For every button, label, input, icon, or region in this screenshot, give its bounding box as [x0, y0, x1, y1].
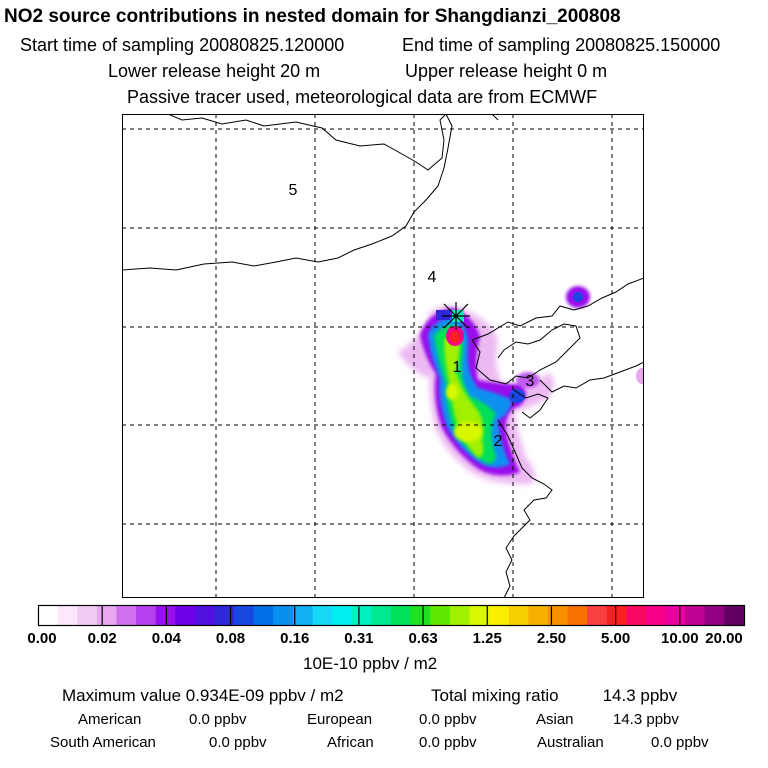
colorbar-segment [528, 605, 549, 626]
colorbar-segment [410, 605, 431, 626]
colorbar-segment [508, 605, 529, 626]
region-name-australian: Australian [537, 734, 604, 751]
colorbar-segment [57, 605, 78, 626]
colorbar-segment [351, 605, 372, 626]
colorbar-segment [685, 605, 706, 626]
colorbar-segment [312, 605, 333, 626]
colorbar-units: 10E-10 ppbv / m2 [303, 654, 438, 673]
colorbar-segment [371, 605, 392, 626]
colorbar-segment [724, 605, 745, 626]
colorbar-segment [626, 605, 647, 626]
colorbar-segment [332, 605, 353, 626]
colorbar-segment [587, 605, 608, 626]
region-name-african: African [327, 734, 374, 751]
coastline [122, 114, 644, 598]
colorbar-segment [606, 605, 627, 626]
region-name-american: American [78, 711, 142, 728]
colorbar-segment [391, 605, 412, 626]
colorbar-tick-label: 0.63 [408, 630, 438, 647]
lower-release-height: Lower release height 20 m [108, 61, 321, 81]
region-value-african: 0.0 ppbv [419, 734, 477, 751]
concentration-plume [398, 286, 644, 485]
colorbar-segment [469, 605, 490, 626]
colorbar-tick-label: 2.50 [536, 630, 567, 647]
colorbar-segment [136, 605, 157, 626]
colorbar-segment [704, 605, 725, 626]
colorbar-tick-label: 20.00 [705, 630, 743, 647]
colorbar-segment [430, 605, 451, 626]
colorbar-segment [77, 605, 98, 626]
colorbar-segment [38, 605, 59, 626]
colorbar-segment [253, 605, 274, 626]
maximum-value: Maximum value 0.934E-09 ppbv / m2 [62, 686, 344, 705]
tracer-note: Passive tracer used, meteorological data… [127, 87, 598, 107]
colorbar-segment [292, 605, 314, 626]
colorbar-segment [489, 605, 510, 626]
colorbar-segment [214, 605, 235, 626]
region-value-european: 0.0 ppbv [419, 711, 477, 728]
region-label-2: 2 [494, 433, 503, 450]
colorbar-tick-label: 0.04 [151, 630, 181, 647]
colorbar-tick-label: 0.08 [215, 630, 246, 647]
graticule [122, 114, 644, 598]
region-name-asian: Asian [536, 711, 574, 728]
colorbar-segment [665, 605, 686, 626]
sampling-end: End time of sampling 20080825.150000 [402, 35, 721, 55]
colorbar-segment [273, 605, 294, 626]
colorbar-segment [194, 605, 215, 626]
map-frame [122, 114, 644, 598]
upper-release-height: Upper release height 0 m [405, 61, 608, 81]
region-value-south-american: 0.0 ppbv [209, 734, 267, 751]
colorbar-segment [234, 605, 255, 626]
total-mixing-ratio: Total mixing ratio 14.3 ppbv [431, 686, 677, 706]
region-label-1: 1 [453, 359, 462, 376]
colorbar-tick-label: 1.25 [472, 630, 502, 647]
colorbar-tick-label: 10.00 [661, 630, 699, 647]
colorbar-segment [116, 605, 137, 626]
colorbar-segment [155, 605, 176, 626]
region-value-asian: 14.3 ppbv [613, 711, 679, 728]
colorbar-tick-label: 0.16 [280, 630, 310, 647]
colorbar-segment [645, 605, 667, 626]
sampling-start: Start time of sampling 20080825.120000 [20, 35, 345, 55]
region-name-european: European [307, 711, 373, 728]
region-label-4: 4 [428, 269, 437, 286]
colorbar-tick-label: 0.31 [344, 630, 374, 647]
colorbar-segment [449, 605, 470, 626]
map-title: NO2 source contributions in nested domai… [4, 6, 621, 27]
colorbar-segment [567, 605, 588, 626]
total-mixing-value: 14.3 ppbv [602, 686, 678, 705]
colorbar-segment [175, 605, 196, 626]
region-label-5: 5 [289, 182, 298, 199]
region-name-south-american: South American [50, 734, 156, 751]
total-mixing-label: Total mixing ratio [431, 686, 559, 705]
region-value-australian: 0.0 ppbv [651, 734, 709, 751]
region-value-american: 0.0 ppbv [189, 711, 247, 728]
colorbar-segment [547, 605, 568, 626]
colorbar-tick-label: 5.00 [601, 630, 631, 647]
colorbar-segment [96, 605, 117, 626]
receptor-marker [442, 302, 470, 330]
colorbar-tick-label: 0.00 [27, 630, 57, 647]
colorbar-tick-label: 0.02 [87, 630, 117, 647]
region-label-3: 3 [526, 373, 535, 390]
